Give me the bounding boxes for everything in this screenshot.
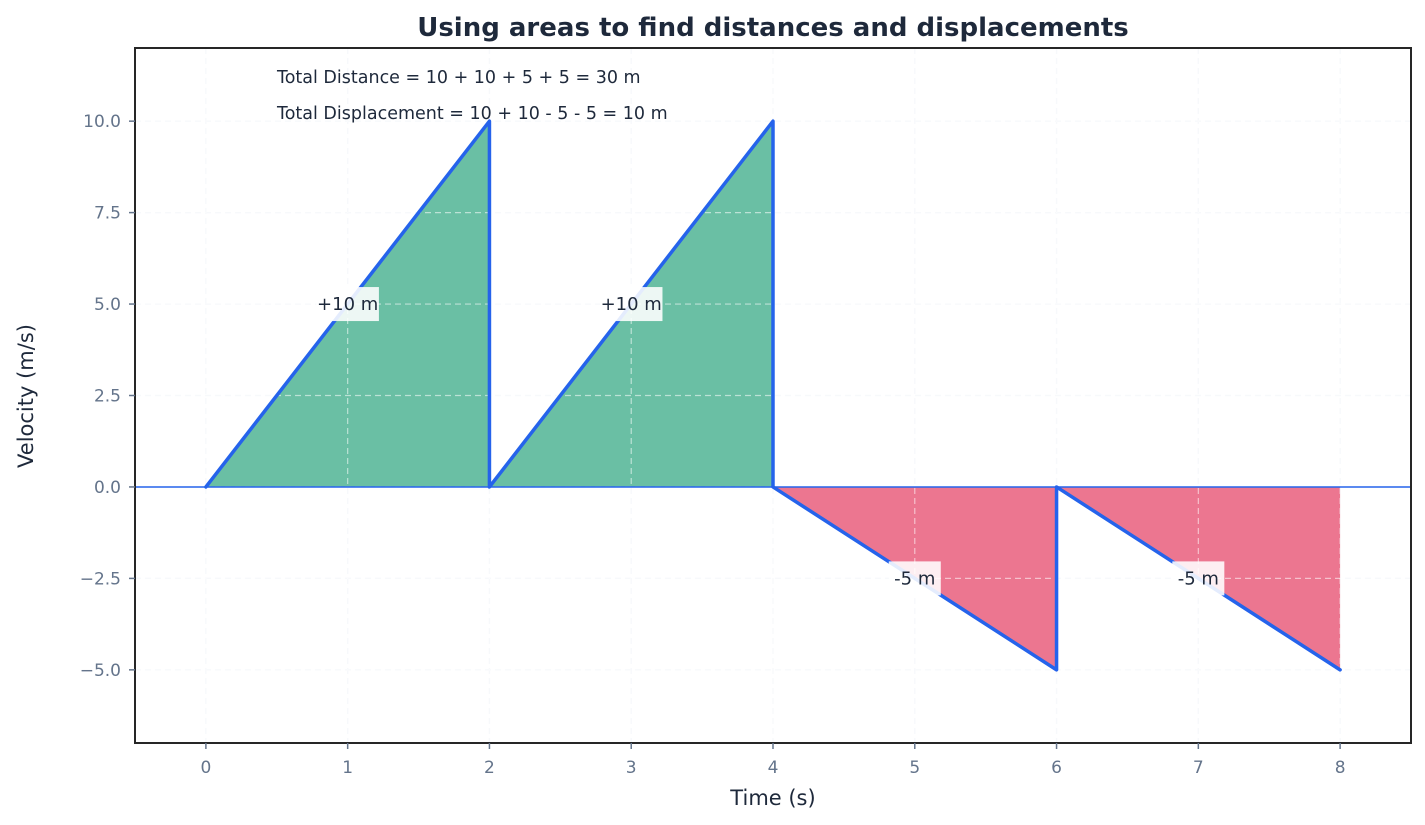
area-label: +10 m xyxy=(601,294,662,315)
y-axis-label: Velocity (m/s) xyxy=(14,324,38,468)
x-tick-label: 7 xyxy=(1193,758,1204,778)
area-label-box xyxy=(316,287,379,322)
annotation-1: Total Displacement = 10 + 10 - 5 - 5 = 1… xyxy=(276,104,668,124)
x-tick-label: 6 xyxy=(1051,758,1062,778)
x-tick-label: 0 xyxy=(200,758,211,778)
velocity-series xyxy=(204,119,1342,672)
annotation-notes: Total Distance = 10 + 10 + 5 + 5 = 30 m T… xyxy=(276,68,668,124)
x-axis-ticks: 0 1 2 3 4 5 6 7 8 xyxy=(200,743,1346,778)
area-label: -5 m xyxy=(1178,568,1219,589)
y-axis-ticks: −5.0 −2.5 0.0 2.5 5.0 7.5 10.0 xyxy=(80,112,135,681)
y-tick-label: 0.0 xyxy=(94,478,121,498)
area-labels: +10 m +10 m -5 m -5 m xyxy=(316,287,1225,596)
y-tick-label: −2.5 xyxy=(80,569,121,589)
velocity-line xyxy=(204,119,1342,672)
y-tick-label: 10.0 xyxy=(83,112,121,132)
area-label: +10 m xyxy=(317,294,378,315)
x-axis-label: Time (s) xyxy=(729,786,815,810)
area-label: -5 m xyxy=(894,568,935,589)
annotation-0: Total Distance = 10 + 10 + 5 + 5 = 30 m xyxy=(276,68,641,88)
x-tick-label: 5 xyxy=(909,758,920,778)
chart-title: Using areas to find distances and displa… xyxy=(417,13,1129,43)
x-tick-label: 4 xyxy=(768,758,779,778)
x-tick-label: 3 xyxy=(626,758,637,778)
x-tick-label: 8 xyxy=(1335,758,1346,778)
y-tick-label: 2.5 xyxy=(94,387,121,407)
area-label-box xyxy=(599,287,663,322)
y-tick-label: 5.0 xyxy=(94,295,121,315)
y-tick-label: 7.5 xyxy=(94,204,121,224)
area-label-box xyxy=(1172,561,1225,596)
x-tick-label: 1 xyxy=(342,758,353,778)
y-tick-label: −5.0 xyxy=(80,661,121,681)
x-tick-label: 2 xyxy=(484,758,495,778)
area-label-box xyxy=(888,561,941,596)
